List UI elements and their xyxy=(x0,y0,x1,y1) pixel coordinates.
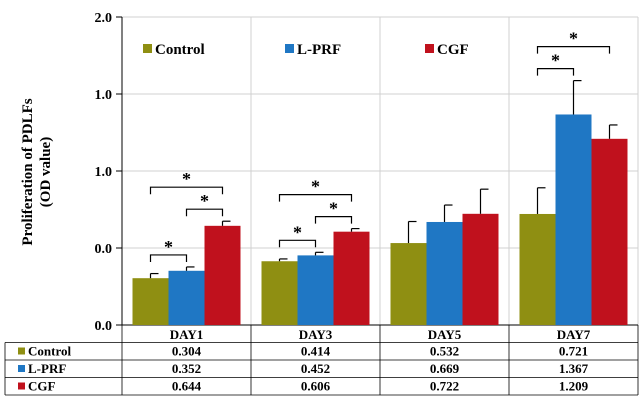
significance-bracket xyxy=(314,215,353,224)
bar-cgf-day7 xyxy=(591,138,628,325)
significance-bracket xyxy=(278,193,353,202)
table-row-label-cgf: CGF xyxy=(28,379,56,394)
legend-swatch-l-prf xyxy=(285,44,294,53)
y-tick-label: 1.0 xyxy=(95,165,113,180)
table-cell: 0.606 xyxy=(301,379,331,394)
x-tick-label-day7: DAY7 xyxy=(557,327,591,342)
significance-star: * xyxy=(200,191,209,211)
y-tick-label: 0.0 xyxy=(95,242,113,257)
significance-star: * xyxy=(551,51,560,71)
legend-swatch-cgf xyxy=(425,44,434,53)
y-axis-title-line2: (OD value) xyxy=(38,137,54,207)
significance-star: * xyxy=(293,222,302,242)
significance-star: * xyxy=(329,199,338,219)
table-row-label-l-prf: L-PRF xyxy=(28,361,66,376)
bar-l-prf-day7 xyxy=(555,114,592,326)
x-tick-label-day5: DAY5 xyxy=(428,327,462,342)
table-cell: 0.644 xyxy=(172,379,202,394)
bar-l-prf-day3 xyxy=(297,255,334,325)
y-axis-title-line1: Proliferation of PDLFs xyxy=(20,98,36,245)
significance-bracket xyxy=(185,208,224,217)
bar-cgf-day5 xyxy=(462,213,499,325)
bar-control-day5 xyxy=(390,243,427,325)
significance-bracket xyxy=(536,46,611,54)
table-swatch-l-prf xyxy=(18,365,25,372)
bar-cgf-day1 xyxy=(204,225,241,325)
bars xyxy=(132,80,628,326)
x-tick-label-day1: DAY1 xyxy=(170,327,203,342)
significance-bracket xyxy=(278,239,317,248)
y-tick-label: 1.0 xyxy=(95,88,113,103)
table-cell: 0.669 xyxy=(430,361,460,376)
table-cell: 1.367 xyxy=(559,361,589,376)
bar-l-prf-day5 xyxy=(426,221,463,325)
significance-star: * xyxy=(164,237,173,257)
legend-swatch-control xyxy=(143,44,152,53)
bar-cgf-day3 xyxy=(333,231,370,325)
significance-bracket xyxy=(536,68,575,76)
table-cell: 0.721 xyxy=(559,344,588,359)
table-swatch-control xyxy=(18,347,25,355)
significance-brackets: * * * * * * * * xyxy=(149,29,611,262)
x-tick-label-day3: DAY3 xyxy=(299,327,333,342)
table-cell: 1.209 xyxy=(559,379,589,394)
bar-control-day7 xyxy=(519,213,556,325)
table-cell: 0.352 xyxy=(172,361,201,376)
y-tick-label: 2.0 xyxy=(95,11,113,26)
significance-star: * xyxy=(569,29,578,49)
y-tick-label: 0.0 xyxy=(95,319,113,334)
table-cell: 0.532 xyxy=(430,344,459,359)
significance-bracket xyxy=(149,186,224,195)
table-cell: 0.452 xyxy=(301,361,330,376)
bar-l-prf-day1 xyxy=(168,270,205,325)
significance-star: * xyxy=(182,169,191,189)
significance-star: * xyxy=(311,177,320,197)
legend-label-control: Control xyxy=(155,42,205,58)
legend-label-l-prf: L-PRF xyxy=(297,42,341,58)
legend: Control L-PRF CGF xyxy=(143,42,469,58)
table-swatch-cgf xyxy=(18,382,25,390)
table-row-label-control: Control xyxy=(28,344,71,359)
bar-control-day1 xyxy=(132,278,169,325)
table-cell: 0.414 xyxy=(301,344,331,359)
data-table: DAY1 DAY3 DAY5 DAY7 Control 0.304 0.414 0.532 0.… xyxy=(4,325,639,396)
table-cell: 0.304 xyxy=(172,344,202,359)
table-cell: 0.722 xyxy=(430,379,459,394)
significance-bracket xyxy=(149,254,188,262)
bar-control-day3 xyxy=(261,261,298,325)
legend-label-cgf: CGF xyxy=(437,42,469,58)
